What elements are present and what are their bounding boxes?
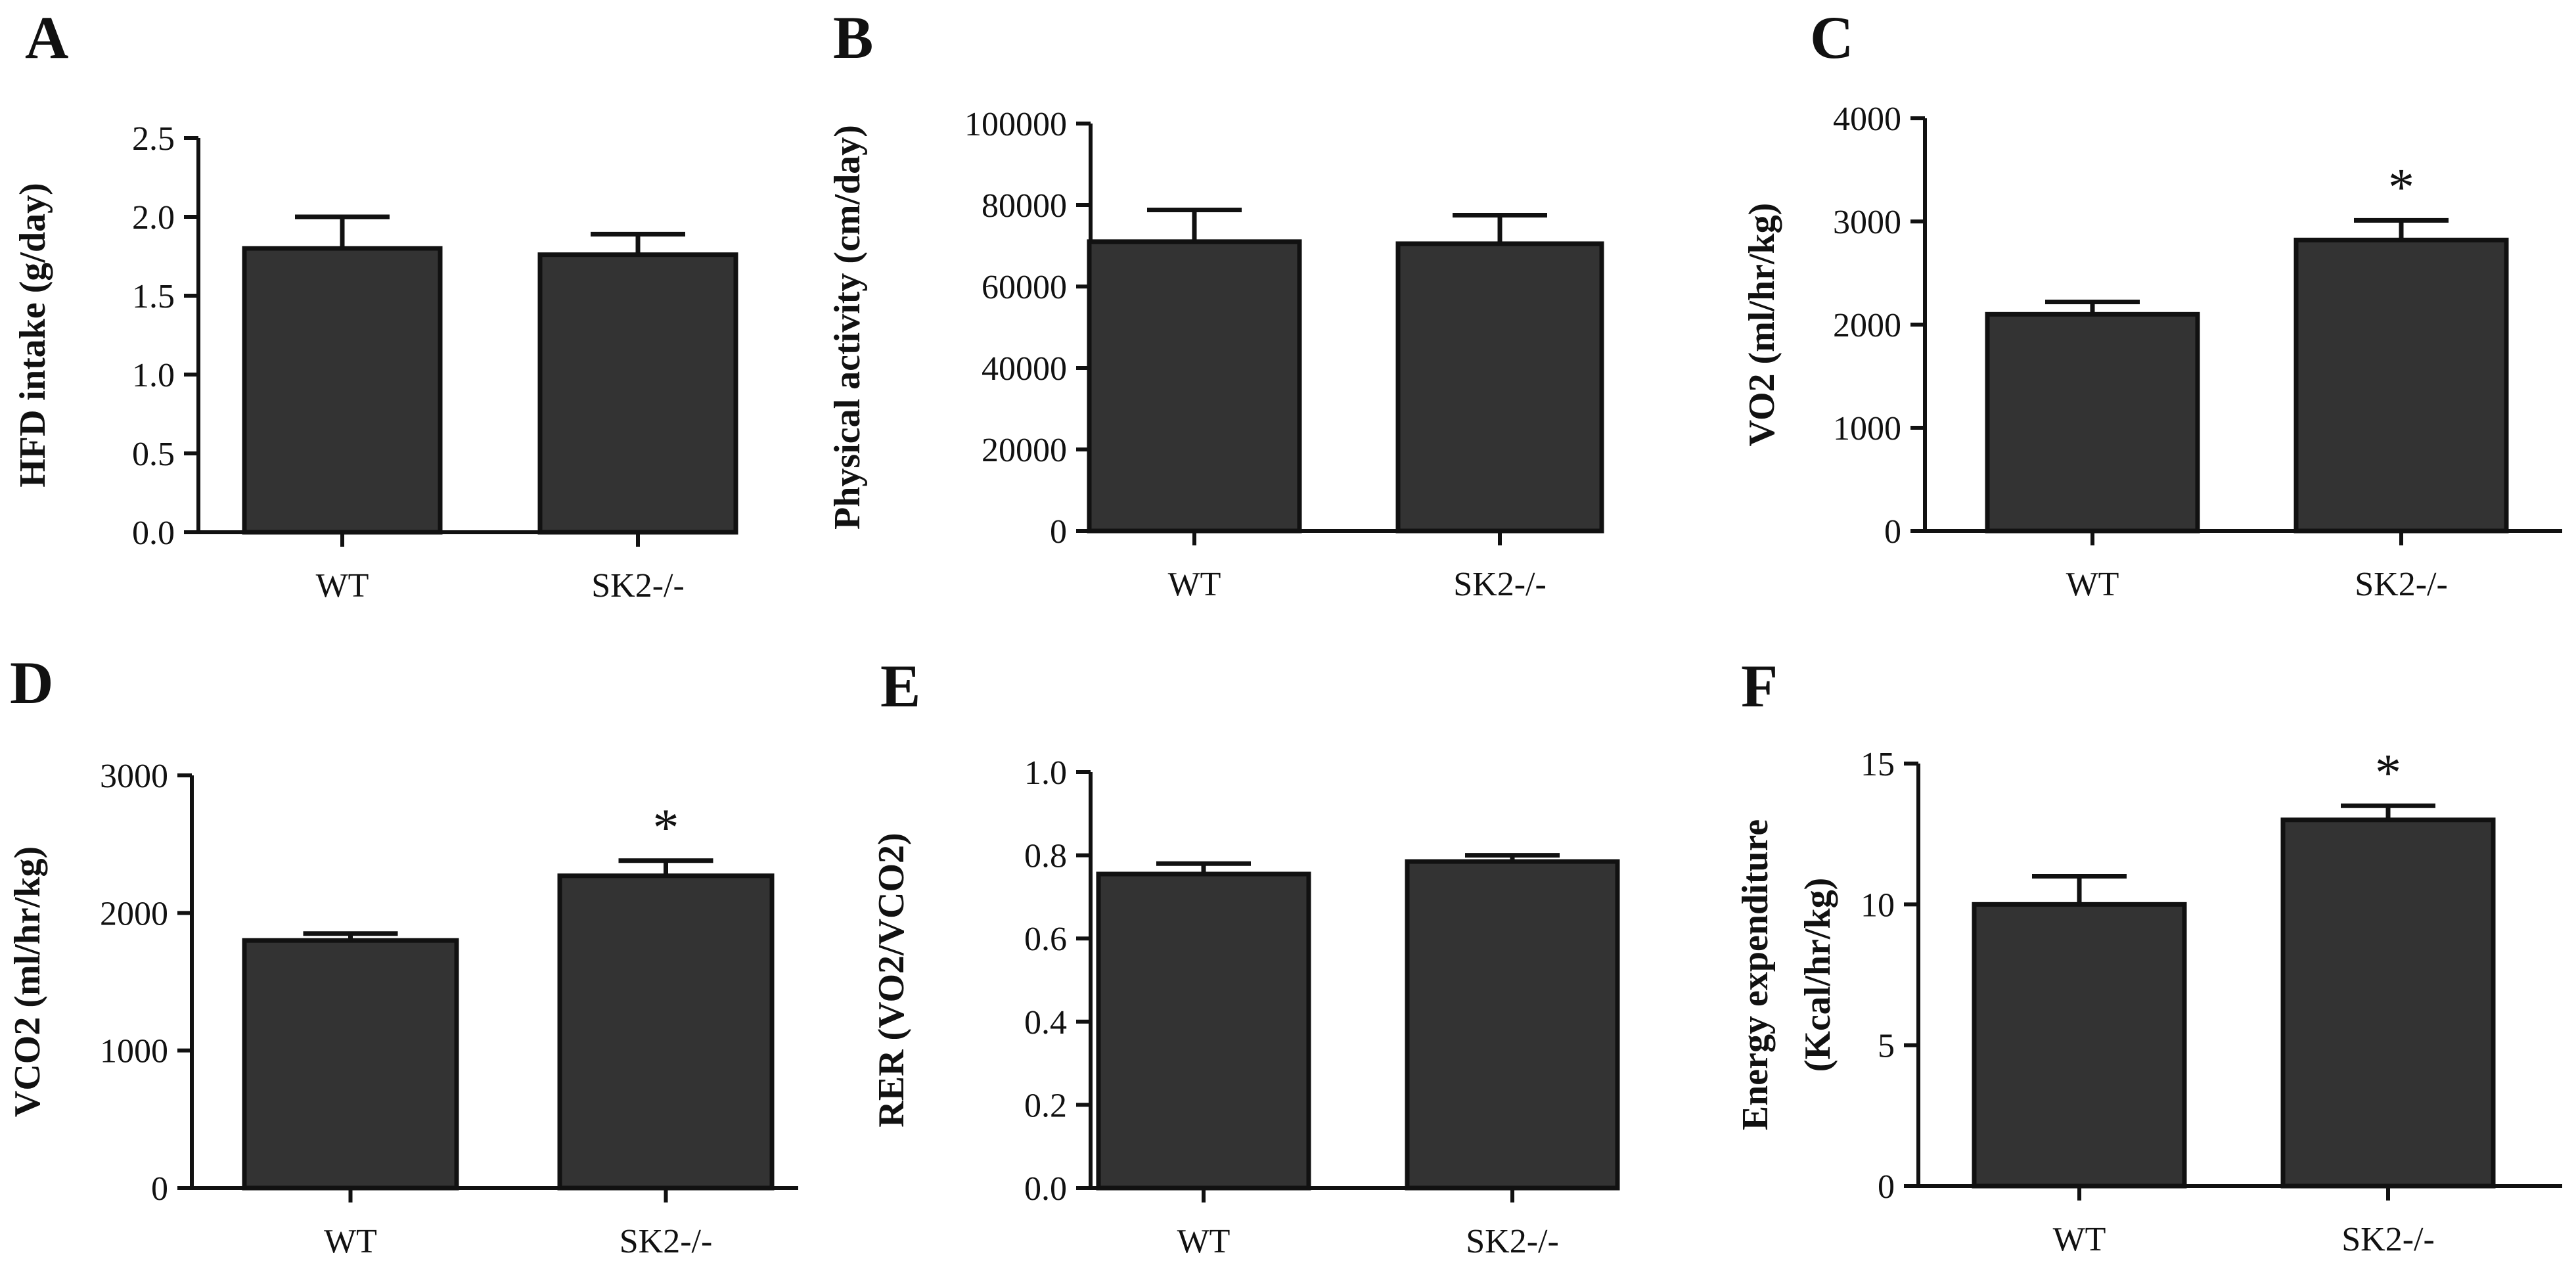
y-axis-label: Energy expenditure: [1735, 819, 1776, 1130]
panel-letter: A: [25, 4, 68, 71]
bar-sk2: [2280, 817, 2496, 1189]
y-tick-label: 2000: [1833, 307, 1901, 344]
x-tick-label: WT: [1177, 1223, 1231, 1260]
bar-sk2: [1395, 241, 1604, 534]
y-axis-label: RER (VO2/VCO2): [871, 833, 912, 1127]
panel-d: D 0 1000 2000 3000 VCO2 (ml/hr/kg) WT SK2-/- *: [7, 649, 798, 1260]
y-tick-label: 0.0: [132, 515, 175, 552]
panel-letter: E: [880, 652, 920, 720]
bar-sk2: [2294, 237, 2509, 534]
panel-letter: C: [1810, 4, 1853, 71]
x-tick-label: WT: [1168, 566, 1221, 603]
y-tick-label: 2.5: [132, 120, 175, 158]
y-tick-label: 4000: [1833, 101, 1901, 138]
y-tick-label: 15: [1861, 746, 1895, 783]
x-tick-label: WT: [2066, 566, 2119, 603]
y-tick-label: 0: [151, 1170, 168, 1208]
panel-e: E 0.0 0.2 0.4 0.6 0.8 1.0 RER (VO2/VCO2) WT SK2-/…: [871, 652, 1620, 1260]
y-tick-label: 60000: [982, 269, 1067, 306]
y-tick-label: 0.8: [1024, 838, 1067, 875]
bar-wt: [1087, 239, 1302, 534]
x-tick-label: SK2-/-: [620, 1223, 713, 1260]
bar-sk2: [557, 873, 775, 1191]
significance-asterisk: *: [653, 799, 679, 857]
y-axis-label: VCO2 (ml/hr/kg): [7, 846, 48, 1117]
y-tick-label: 10: [1861, 886, 1895, 924]
y-tick-label: 1.0: [1024, 754, 1067, 792]
bar-wt: [1096, 871, 1311, 1191]
y-tick-label: 2000: [100, 895, 168, 932]
x-tick-label: WT: [2053, 1221, 2106, 1258]
bar-sk2: [537, 252, 738, 535]
panel-letter: F: [1741, 652, 1778, 720]
panel-b: B 0 20000 40000 60000 80000 100000 Physical act…: [827, 4, 1604, 603]
panel-f: F 0 5 10 15 Energy expenditure (Kcal/hr/kg) WT S…: [1735, 652, 2562, 1258]
bar-wt: [1985, 311, 2200, 534]
x-tick-label: SK2-/-: [1453, 566, 1547, 603]
bar-wt: [242, 938, 459, 1191]
y-tick-label: 0: [1884, 513, 1901, 551]
y-tick-label: 1.5: [132, 278, 175, 315]
x-tick-label: WT: [324, 1223, 377, 1260]
y-axis-label-line2: (Kcal/hr/kg): [1797, 878, 1838, 1072]
y-tick-label: 3000: [1833, 204, 1901, 241]
y-tick-label: 5: [1878, 1028, 1895, 1065]
y-tick-label: 1.0: [132, 357, 175, 394]
panel-letter: B: [833, 4, 873, 71]
y-tick-label: 0.5: [132, 436, 175, 473]
significance-asterisk: *: [2388, 158, 2414, 216]
y-axis-label: VO2 (ml/hr/kg): [1742, 203, 1782, 447]
significance-asterisk: *: [2375, 744, 2401, 802]
y-tick-label: 0.6: [1024, 921, 1067, 958]
y-tick-label: 2.0: [132, 199, 175, 237]
y-axis-label: Physical activity (cm/day): [827, 125, 868, 530]
y-tick-label: 40000: [982, 350, 1067, 388]
bar-wt: [1972, 902, 2187, 1189]
y-tick-label: 0: [1878, 1168, 1895, 1206]
y-tick-label: 1000: [100, 1033, 168, 1070]
x-tick-label: SK2-/-: [2355, 566, 2448, 603]
x-tick-label: SK2-/-: [2341, 1221, 2435, 1258]
panel-letter: D: [10, 649, 53, 716]
y-tick-label: 0.2: [1024, 1087, 1067, 1124]
y-tick-label: 80000: [982, 187, 1067, 225]
y-axis-label: HFD intake (g/day): [12, 183, 53, 488]
bar-sk2: [1405, 859, 1620, 1191]
panel-c: C 0 1000 2000 3000 4000 VO2 (ml/hr/kg) WT SK2-/-…: [1742, 4, 2562, 603]
y-tick-label: 1000: [1833, 410, 1901, 447]
panel-a: A 0.0 0.5 1.0 1.5 2.0 2.5 HFD intake (g/day) WT S…: [12, 4, 738, 605]
bar-wt: [242, 246, 443, 535]
y-tick-label: 3000: [100, 758, 168, 795]
x-tick-label: SK2-/-: [591, 567, 685, 605]
y-tick-label: 0: [1050, 513, 1067, 551]
y-tick-label: 20000: [982, 432, 1067, 469]
x-tick-label: SK2-/-: [1466, 1223, 1559, 1260]
y-tick-label: 0.4: [1024, 1004, 1067, 1042]
y-tick-label: 100000: [964, 106, 1067, 143]
x-tick-label: WT: [316, 567, 369, 605]
y-tick-label: 0.0: [1024, 1170, 1067, 1208]
